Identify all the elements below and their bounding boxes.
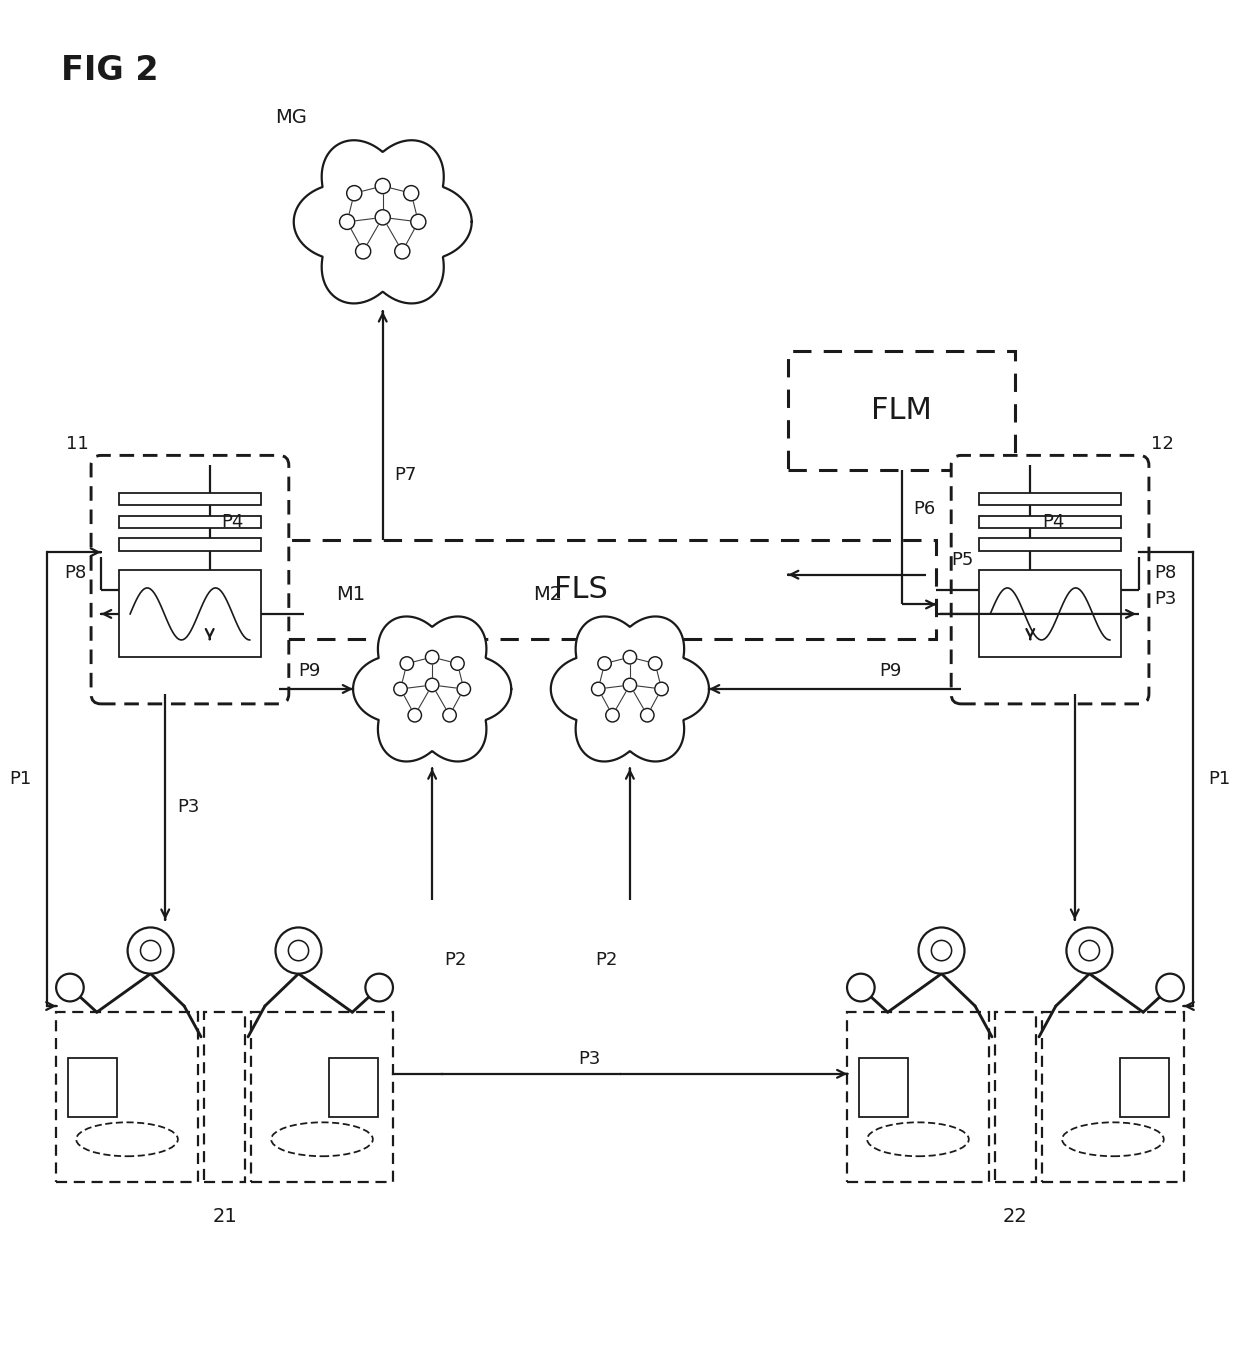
- Bar: [978, 493, 1121, 505]
- Bar: [119, 538, 262, 552]
- Circle shape: [356, 244, 371, 259]
- Text: P3: P3: [1154, 590, 1177, 608]
- Circle shape: [847, 973, 874, 1001]
- Text: P2: P2: [595, 950, 618, 968]
- Bar: [978, 538, 1121, 552]
- Text: 21: 21: [212, 1206, 237, 1225]
- Bar: [119, 493, 262, 505]
- Text: MG: MG: [275, 108, 308, 127]
- Text: P4: P4: [1042, 513, 1064, 531]
- Bar: [1043, 1012, 1183, 1181]
- Bar: [252, 1012, 393, 1181]
- Circle shape: [394, 244, 410, 259]
- Circle shape: [401, 657, 414, 671]
- Text: 11: 11: [67, 435, 89, 453]
- Text: P3: P3: [578, 1050, 600, 1068]
- Circle shape: [624, 650, 636, 664]
- Circle shape: [655, 682, 668, 695]
- Text: 22: 22: [1003, 1206, 1028, 1225]
- Circle shape: [376, 178, 391, 193]
- Polygon shape: [353, 616, 511, 761]
- Polygon shape: [551, 616, 709, 761]
- Circle shape: [919, 927, 965, 973]
- Circle shape: [140, 941, 161, 961]
- Text: FLS: FLS: [553, 575, 608, 604]
- Circle shape: [606, 708, 619, 721]
- Circle shape: [649, 657, 662, 671]
- Text: P2: P2: [444, 950, 466, 968]
- Text: P9: P9: [879, 663, 901, 680]
- FancyBboxPatch shape: [91, 456, 289, 704]
- Bar: [119, 516, 262, 528]
- Circle shape: [289, 941, 309, 961]
- Bar: [68, 1058, 118, 1117]
- Bar: [1120, 1058, 1169, 1117]
- Circle shape: [641, 708, 653, 721]
- Circle shape: [458, 682, 470, 695]
- Text: 12: 12: [1151, 435, 1174, 453]
- Text: M1: M1: [336, 586, 365, 605]
- Circle shape: [443, 708, 456, 721]
- FancyBboxPatch shape: [951, 456, 1149, 704]
- Circle shape: [56, 973, 84, 1001]
- Text: P6: P6: [914, 500, 936, 517]
- Text: FIG 2: FIG 2: [62, 53, 159, 86]
- Circle shape: [931, 941, 951, 961]
- Bar: [205, 1012, 244, 1181]
- Circle shape: [598, 657, 611, 671]
- Bar: [329, 1058, 378, 1117]
- Text: M2: M2: [533, 586, 563, 605]
- Circle shape: [410, 214, 425, 230]
- Bar: [847, 1012, 988, 1181]
- Circle shape: [128, 927, 174, 973]
- Circle shape: [591, 682, 605, 695]
- Text: FLM: FLM: [872, 396, 932, 426]
- Circle shape: [624, 678, 636, 691]
- Circle shape: [366, 973, 393, 1001]
- Bar: [996, 1012, 1035, 1181]
- Circle shape: [425, 650, 439, 664]
- Text: P5: P5: [951, 550, 973, 568]
- Text: P8: P8: [64, 564, 86, 582]
- Circle shape: [404, 186, 419, 201]
- Text: P4: P4: [222, 513, 244, 531]
- Bar: [57, 1012, 197, 1181]
- Circle shape: [451, 657, 464, 671]
- Ellipse shape: [1063, 1123, 1164, 1157]
- Text: P7: P7: [394, 467, 417, 485]
- Circle shape: [1066, 927, 1112, 973]
- Text: P1: P1: [1208, 771, 1230, 789]
- Circle shape: [340, 214, 355, 230]
- Text: P9: P9: [299, 663, 321, 680]
- Ellipse shape: [867, 1123, 968, 1157]
- Ellipse shape: [76, 1123, 177, 1157]
- Bar: [789, 350, 1016, 471]
- Circle shape: [394, 682, 407, 695]
- Bar: [978, 516, 1121, 528]
- Bar: [224, 539, 936, 639]
- Text: P3: P3: [177, 798, 200, 816]
- Text: P1: P1: [10, 771, 32, 789]
- Text: P8: P8: [1154, 564, 1176, 582]
- Circle shape: [347, 186, 362, 201]
- Bar: [119, 571, 262, 657]
- Circle shape: [1079, 941, 1100, 961]
- Bar: [858, 1058, 908, 1117]
- Circle shape: [376, 209, 391, 225]
- Circle shape: [275, 927, 321, 973]
- Ellipse shape: [272, 1123, 373, 1157]
- Polygon shape: [294, 140, 471, 304]
- Bar: [978, 571, 1121, 657]
- Circle shape: [425, 678, 439, 691]
- Circle shape: [1156, 973, 1184, 1001]
- Circle shape: [408, 708, 422, 721]
